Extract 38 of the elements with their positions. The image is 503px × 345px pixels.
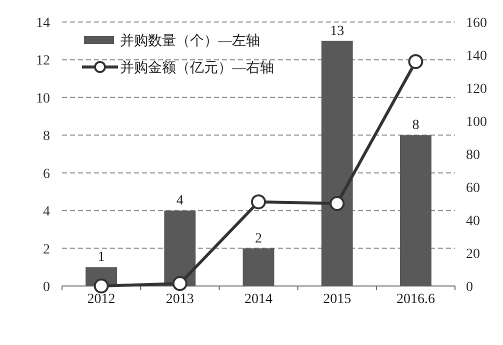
y-tick-label: 12 (36, 54, 50, 69)
x-tick-label: 2016.6 (396, 292, 435, 307)
legend-label: 并购金额（亿元）—右轴 (120, 60, 274, 76)
bar (242, 248, 274, 286)
y-tick-label: 14 (36, 16, 50, 31)
x-tick-label: 2014 (244, 292, 272, 307)
data-label: 2 (255, 231, 262, 246)
x-tick-label: 2012 (87, 292, 116, 307)
point (408, 54, 424, 70)
y2-tick-label: 0 (466, 280, 473, 295)
y2-tick-label: 20 (466, 247, 480, 262)
y2-tick-label: 80 (466, 148, 480, 163)
data-label: 8 (412, 118, 420, 134)
x-tick-label: 2015 (323, 292, 352, 307)
y2-tick-label: 160 (466, 16, 487, 31)
point (172, 276, 188, 292)
data-label: 13 (330, 24, 344, 39)
data-label: 4 (176, 194, 184, 209)
data-label: 1 (98, 250, 105, 266)
bar (164, 210, 196, 286)
point (94, 278, 109, 294)
bar (321, 40, 353, 286)
legend-label: 并购数量（个）—左轴 (120, 33, 260, 49)
x-tick-label: 2013 (166, 292, 194, 307)
bar (400, 135, 432, 286)
y-tick-label: 0 (43, 280, 50, 295)
y-tick-label: 4 (43, 204, 50, 220)
y-tick-label: 8 (43, 129, 50, 144)
y2-tick-label: 60 (466, 181, 480, 196)
y2-tick-label: 40 (466, 214, 480, 229)
point (330, 196, 345, 211)
y2-tick-label: 120 (466, 82, 487, 97)
y-tick-label: 2 (43, 242, 50, 258)
y-tick-label: 6 (43, 166, 50, 182)
y-tick-label: 10 (36, 91, 50, 106)
point (251, 194, 266, 210)
y2-tick-label: 100 (466, 115, 487, 130)
y2-tick-label: 140 (466, 49, 487, 64)
